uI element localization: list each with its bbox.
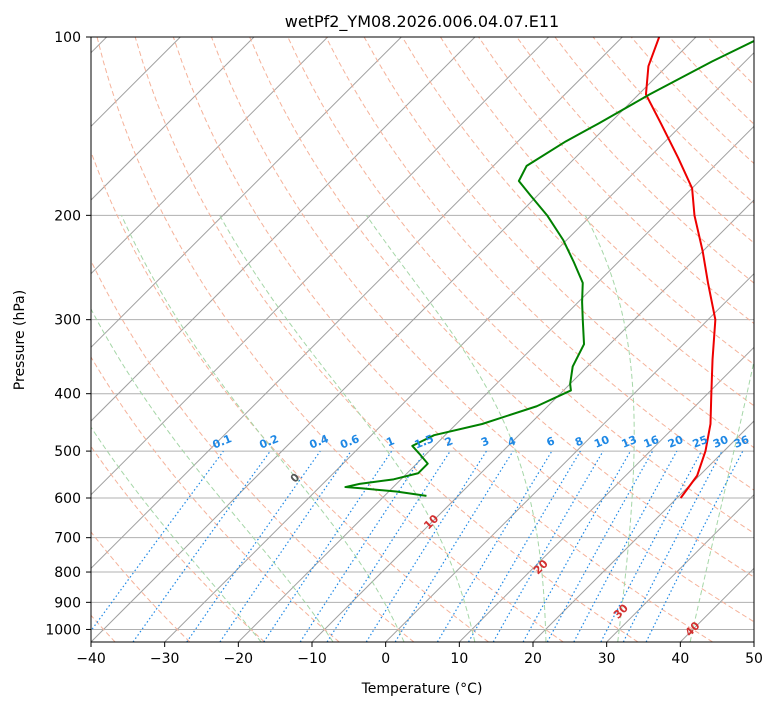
x-tick-label: −40 [76, 651, 106, 667]
y-axis-label: Pressure (hPa) [12, 290, 28, 390]
x-tick-label: 20 [524, 651, 542, 667]
y-tick-label: 600 [54, 491, 81, 507]
x-tick-label: −30 [150, 651, 180, 667]
y-tick-label: 500 [54, 444, 81, 460]
y-tick-label: 700 [54, 531, 81, 547]
y-tick-label: 300 [54, 313, 81, 329]
y-tick-label: 900 [54, 595, 81, 611]
x-tick-label: −20 [224, 651, 254, 667]
y-tick-label: 100 [54, 30, 81, 46]
x-tick-label: 30 [598, 651, 616, 667]
y-tick-label: 800 [54, 565, 81, 581]
y-tick-label: 200 [54, 208, 81, 224]
y-tick-label: 1000 [45, 622, 81, 638]
y-tick-label: 400 [54, 387, 81, 403]
x-tick-label: 40 [671, 651, 689, 667]
x-tick-label: 0 [381, 651, 390, 667]
x-tick-label: −10 [297, 651, 327, 667]
x-tick-label: 50 [745, 651, 763, 667]
chart-title: wetPf2_YM08.2026.006.04.07.E11 [285, 12, 559, 32]
x-axis-label: Temperature (°C) [361, 681, 483, 697]
x-tick-label: 10 [450, 651, 468, 667]
